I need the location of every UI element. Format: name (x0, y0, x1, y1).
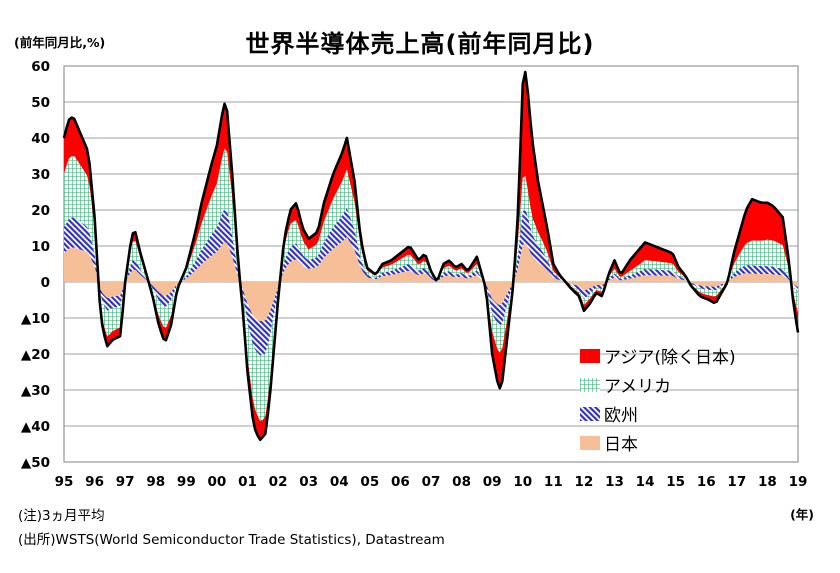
x-tick-label: 96 (85, 474, 104, 490)
x-tick-label: 13 (605, 474, 624, 490)
x-tick-label: 95 (55, 474, 74, 490)
x-tick-label: 11 (544, 474, 563, 490)
y-tick-label: 40 (31, 131, 50, 147)
area-america (64, 148, 798, 421)
legend-swatch-asia (580, 349, 600, 363)
x-tick-label: 06 (391, 474, 410, 490)
total-line-layer (62, 70, 800, 442)
x-tick-label: 02 (269, 474, 288, 490)
x-tick-label: 15 (666, 474, 685, 490)
x-tick-label: 04 (330, 474, 349, 490)
area-layer (64, 72, 798, 440)
legend-label: 欧州 (604, 406, 638, 426)
y-tick-label: 50 (31, 95, 50, 111)
x-tick-label: 19 (789, 474, 808, 490)
x-tick-label: 03 (299, 474, 318, 490)
area-japan (64, 237, 798, 322)
x-tick-label: 05 (360, 474, 379, 490)
x-tick-label: 14 (636, 474, 655, 490)
chart-title: 世界半導体売上高(前年同月比) (245, 30, 595, 58)
y-tick-label: ▲50 (21, 455, 50, 471)
chart-note: (注)3ヵ月平均 (18, 508, 105, 524)
y-tick-label: 60 (31, 59, 50, 75)
total-line (62, 70, 800, 442)
y-tick-label: 10 (31, 239, 50, 255)
x-axis-unit-label: (年) (790, 507, 814, 522)
x-tick-label: 01 (238, 474, 257, 490)
x-tick-label: 00 (208, 474, 227, 490)
x-tick-label: 17 (727, 474, 746, 490)
x-tick-label: 09 (483, 474, 502, 490)
area-europe (64, 208, 798, 356)
x-tick-label: 10 (513, 474, 532, 490)
x-tick-label: 12 (575, 474, 594, 490)
chart-source: (出所)WSTS(World Semiconductor Trade Stati… (18, 532, 445, 548)
legend-swatch-america (580, 378, 600, 392)
legend-label: アジア(除く日本) (604, 348, 736, 368)
y-tick-label: ▲20 (21, 347, 50, 363)
legend-swatch-europe (580, 407, 600, 421)
legend-label: アメリカ (604, 377, 671, 397)
axis-layer: 60 50 40 30 20 10 0 ▲10 ▲20 ▲30 ▲40 ▲50 95 96 97 98 99 00… (21, 59, 808, 490)
plot-frame (63, 65, 799, 463)
grid-layer (63, 65, 799, 463)
y-tick-label: 0 (41, 275, 50, 291)
legend-swatch-japan (580, 436, 600, 450)
x-tick-label: 08 (452, 474, 471, 490)
x-tick-label: 99 (177, 474, 196, 490)
x-tick-label: 97 (116, 474, 135, 490)
area-asia (64, 72, 798, 440)
x-tick-label: 07 (422, 474, 441, 490)
y-tick-label: 30 (31, 167, 50, 183)
y-tick-label: ▲30 (21, 383, 50, 399)
x-tick-label: 18 (758, 474, 777, 490)
x-tick-label: 98 (146, 474, 165, 490)
y-axis-label: (前年同月比,%) (14, 35, 106, 50)
x-tick-label: 16 (697, 474, 716, 490)
y-tick-label: ▲40 (21, 419, 50, 435)
y-tick-label: 20 (31, 203, 50, 219)
legend-label: 日本 (604, 435, 638, 455)
y-tick-label: ▲10 (21, 311, 50, 327)
